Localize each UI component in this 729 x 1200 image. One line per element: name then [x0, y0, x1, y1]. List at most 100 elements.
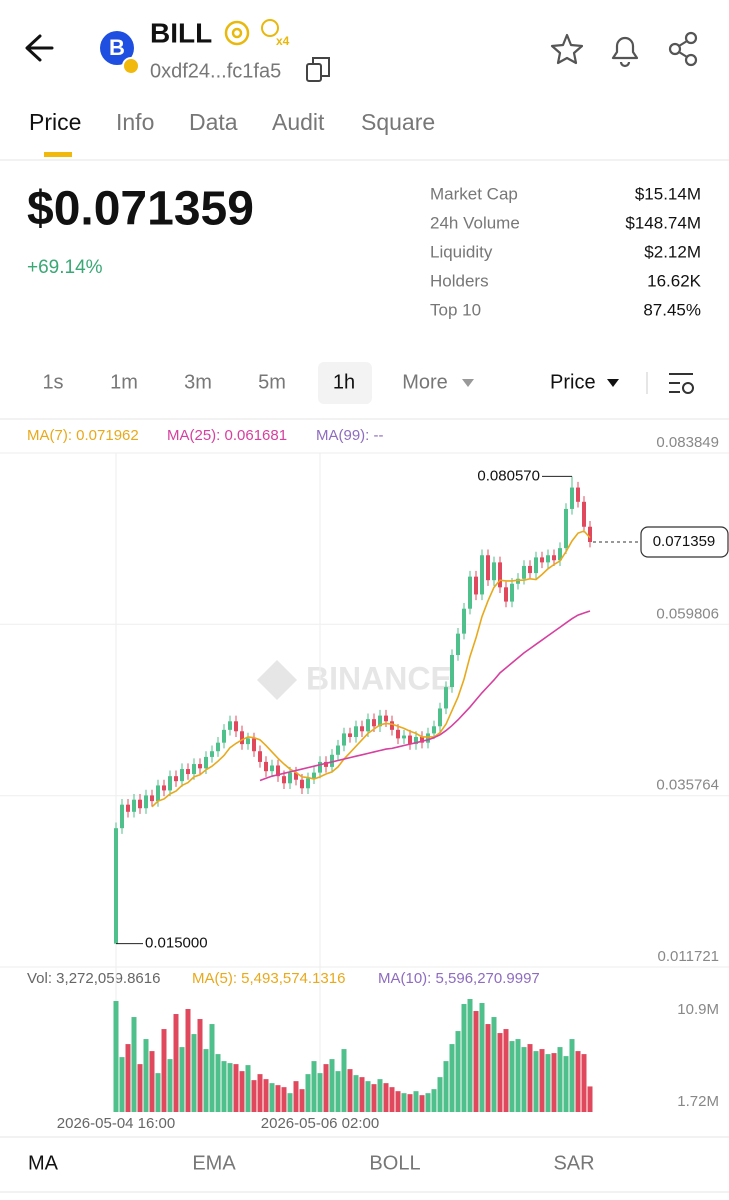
- volume-bar: [191, 1034, 197, 1112]
- volume-bar: [575, 1051, 581, 1112]
- badge-at: [224, 20, 250, 46]
- candle-body: [414, 736, 418, 745]
- volume-bar: [491, 1017, 497, 1112]
- volume-bar: [233, 1064, 239, 1112]
- tab[interactable]: Data: [189, 109, 238, 135]
- volume-bar: [329, 1059, 335, 1112]
- candle-body: [240, 731, 244, 745]
- volume-bar: [209, 1024, 215, 1112]
- candle-body: [252, 738, 256, 752]
- candle-body: [150, 795, 154, 802]
- candle-body: [330, 754, 334, 767]
- ma-legend: MA(7): 0.071962: [27, 427, 139, 444]
- price: $0.071359: [27, 183, 254, 236]
- indicator-tab[interactable]: BOLL: [369, 1152, 420, 1174]
- price-mode[interactable]: Price: [550, 371, 596, 393]
- interval[interactable]: 1m: [110, 371, 138, 393]
- tab[interactable]: Price: [29, 109, 81, 135]
- volume-bar: [485, 1024, 491, 1112]
- volume-bar: [149, 1051, 155, 1112]
- token-logo: B: [100, 31, 140, 75]
- tab[interactable]: Square: [361, 109, 435, 135]
- token-address: 0xdf24...fc1fa5: [150, 60, 281, 82]
- volume-bar: [197, 1019, 203, 1112]
- stat-value: 16.62K: [647, 271, 702, 290]
- interval[interactable]: 5m: [258, 371, 286, 393]
- candle-body: [156, 785, 160, 802]
- candle-body: [288, 772, 292, 784]
- volume-bar: [287, 1093, 293, 1112]
- tab-indicator: [44, 152, 72, 157]
- candle-body: [468, 576, 472, 609]
- candle-body: [576, 487, 580, 502]
- back-button[interactable]: [25, 34, 54, 62]
- chart-settings-button[interactable]: [669, 373, 694, 394]
- alert-button[interactable]: [611, 36, 639, 68]
- candle-body: [204, 756, 208, 769]
- volume-bar: [533, 1051, 539, 1112]
- volume-bar: [275, 1085, 281, 1112]
- candle-body: [462, 608, 466, 634]
- candle-body: [276, 765, 280, 777]
- price-mode-caret: [607, 379, 619, 387]
- volume-bar: [347, 1069, 353, 1112]
- y-tick-label: 0.035764: [656, 777, 719, 794]
- more-caret: [462, 379, 474, 387]
- volume-legend: MA(10): 5,596,270.9997: [378, 970, 540, 987]
- share-button[interactable]: [668, 31, 698, 67]
- volume-bar: [401, 1093, 407, 1112]
- volume-bar: [263, 1079, 269, 1112]
- candle-body: [480, 555, 484, 595]
- candle-body: [510, 583, 514, 602]
- candle-body: [270, 765, 274, 772]
- candle-body: [528, 565, 532, 574]
- volume-bar: [407, 1094, 413, 1112]
- interval[interactable]: 3m: [184, 371, 212, 393]
- volume-bar: [473, 1011, 479, 1112]
- svg-text:B: B: [109, 35, 125, 60]
- volume-bar: [569, 1039, 575, 1112]
- candle-body: [492, 562, 496, 581]
- tab[interactable]: Info: [116, 109, 154, 135]
- indicator-tab[interactable]: SAR: [553, 1152, 594, 1174]
- copy-button[interactable]: [306, 57, 330, 82]
- volume-bar: [461, 1004, 467, 1112]
- candle-body: [168, 776, 172, 791]
- volume-bar: [167, 1059, 173, 1112]
- volume-bar: [437, 1077, 443, 1112]
- x-tick-label: 2026-05-04 16:00: [57, 1115, 175, 1132]
- volume-bar: [413, 1091, 419, 1112]
- volume-bar: [545, 1054, 551, 1112]
- volume-bar: [371, 1084, 377, 1112]
- indicator-tab[interactable]: MA: [28, 1152, 59, 1174]
- volume-bar: [443, 1061, 449, 1112]
- candle-body: [438, 708, 442, 727]
- volume-bar: [131, 1017, 137, 1112]
- interval[interactable]: 1h: [333, 371, 355, 393]
- candle-body: [300, 779, 304, 789]
- volume-bar: [503, 1029, 509, 1112]
- stat-label: 24h Volume: [430, 213, 520, 232]
- candle-body: [336, 745, 340, 755]
- indicator-tab[interactable]: EMA: [192, 1152, 236, 1174]
- tab[interactable]: Audit: [272, 109, 325, 135]
- volume-bar: [335, 1071, 341, 1112]
- volume-bar: [221, 1061, 227, 1112]
- candle-body: [144, 795, 148, 809]
- candle-body: [588, 526, 592, 543]
- candle-body: [228, 721, 232, 730]
- interval[interactable]: More: [402, 371, 448, 393]
- candle-body: [294, 772, 298, 780]
- price-change: +69.14%: [27, 257, 103, 278]
- stat-label: Market Cap: [430, 184, 518, 203]
- interval[interactable]: 1s: [42, 371, 63, 393]
- volume-bar: [215, 1054, 221, 1112]
- stat-value: $2.12M: [644, 242, 701, 261]
- current-price: 0.071359: [653, 533, 716, 550]
- candle-body: [408, 735, 412, 745]
- favorite-button[interactable]: [550, 33, 584, 65]
- candle-body: [234, 721, 238, 732]
- volume-bar: [203, 1049, 209, 1112]
- candle-body: [552, 555, 556, 561]
